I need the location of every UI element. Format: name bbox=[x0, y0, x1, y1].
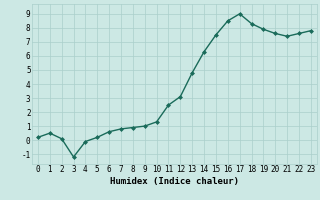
X-axis label: Humidex (Indice chaleur): Humidex (Indice chaleur) bbox=[110, 177, 239, 186]
